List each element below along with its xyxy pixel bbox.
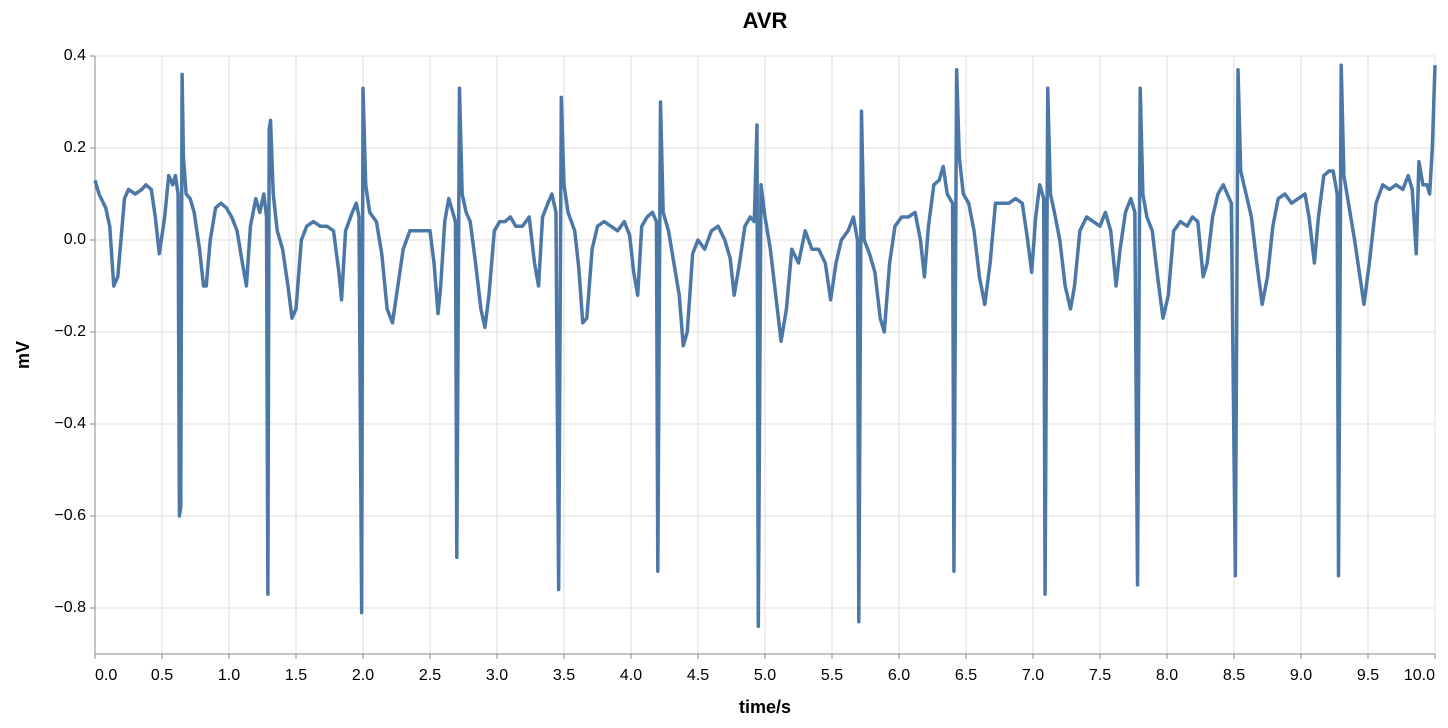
y-axis-title: mV xyxy=(13,341,33,369)
x-tick-label: 4.5 xyxy=(687,667,709,684)
x-axis-title: time/s xyxy=(739,697,791,717)
y-tick-label: −0.6 xyxy=(54,507,86,524)
x-tick-label: 3.5 xyxy=(553,667,575,684)
x-tick-label: 7.5 xyxy=(1089,667,1111,684)
x-tick-label: 8.0 xyxy=(1156,667,1178,684)
y-tick-label: 0.0 xyxy=(64,231,86,248)
x-tick-label: 5.5 xyxy=(821,667,843,684)
x-tick-label: 9.5 xyxy=(1357,667,1379,684)
x-tick-label: 2.5 xyxy=(419,667,441,684)
x-tick-label: 6.0 xyxy=(888,667,910,684)
x-tick-label: 0.5 xyxy=(151,667,173,684)
x-tick-label: 1.5 xyxy=(285,667,307,684)
x-tick-label: 5.0 xyxy=(754,667,776,684)
ecg-line xyxy=(93,63,1437,629)
x-tick-label: 10.0 xyxy=(1404,667,1435,684)
y-tick-label: −0.8 xyxy=(54,599,86,616)
x-tick-label: 3.0 xyxy=(486,667,508,684)
chart-title: AVR xyxy=(743,8,788,33)
y-tick-label: −0.2 xyxy=(54,323,86,340)
y-tick-label: 0.4 xyxy=(64,47,86,64)
x-tick-label: 0.0 xyxy=(95,667,117,684)
x-tick-label: 7.0 xyxy=(1022,667,1044,684)
x-tick-label: 2.0 xyxy=(352,667,374,684)
y-tick-label: −0.4 xyxy=(54,415,86,432)
x-tick-label: 1.0 xyxy=(218,667,240,684)
x-tick-label: 6.5 xyxy=(955,667,977,684)
x-tick-label: 4.0 xyxy=(620,667,642,684)
y-tick-label: 0.2 xyxy=(64,139,86,156)
x-tick-label: 9.0 xyxy=(1290,667,1312,684)
x-tick-label: 8.5 xyxy=(1223,667,1245,684)
